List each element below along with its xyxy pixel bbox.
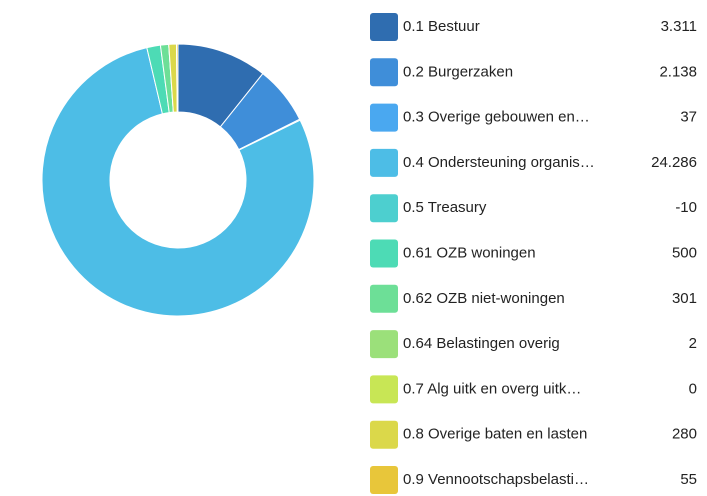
- legend-swatch: [370, 103, 398, 132]
- legend-value: 2: [689, 335, 697, 352]
- donut-slice: [41, 47, 315, 317]
- legend-swatch: [370, 284, 398, 313]
- legend-swatch: [370, 148, 398, 177]
- legend-value: 55: [680, 471, 697, 488]
- legend-value: 301: [672, 290, 697, 307]
- legend-swatch: [370, 13, 398, 41]
- legend-value: 24.286: [651, 154, 697, 171]
- legend-label: 0.62 OZB niet-woningen: [403, 290, 565, 307]
- legend-value: 37: [680, 109, 697, 126]
- legend-value: 280: [672, 426, 697, 443]
- legend-value: -10: [675, 199, 697, 216]
- legend-swatch: [370, 239, 398, 268]
- legend-swatch: [370, 420, 398, 449]
- legend-label: 0.1 Bestuur: [403, 18, 480, 35]
- legend-value: 2.138: [659, 63, 697, 80]
- donut-slice: [175, 43, 179, 113]
- legend-swatch: [370, 466, 398, 494]
- legend-swatch: [370, 375, 398, 404]
- legend-value: 3.311: [661, 18, 697, 35]
- legend-swatch: [370, 58, 398, 87]
- legend-value: 0: [689, 380, 697, 397]
- legend-label: 0.8 Overige baten en lasten: [403, 426, 587, 443]
- legend-label: 0.7 Alg uitk en overg uitk…: [403, 380, 581, 397]
- legend-swatch: [370, 330, 398, 359]
- legend-label: 0.64 Belastingen overig: [403, 335, 560, 352]
- legend-label: 0.2 Burgerzaken: [403, 63, 513, 80]
- legend-label: 0.5 Treasury: [403, 199, 487, 216]
- legend-label: 0.3 Overige gebouwen en…: [403, 109, 590, 126]
- legend-value: 500: [672, 244, 697, 261]
- legend-swatch: [370, 194, 398, 223]
- legend-label: 0.9 Vennootschapsbelasti…: [403, 471, 589, 488]
- legend-label: 0.4 Ondersteuning organis…: [403, 154, 595, 171]
- legend-label: 0.61 OZB woningen: [403, 244, 536, 261]
